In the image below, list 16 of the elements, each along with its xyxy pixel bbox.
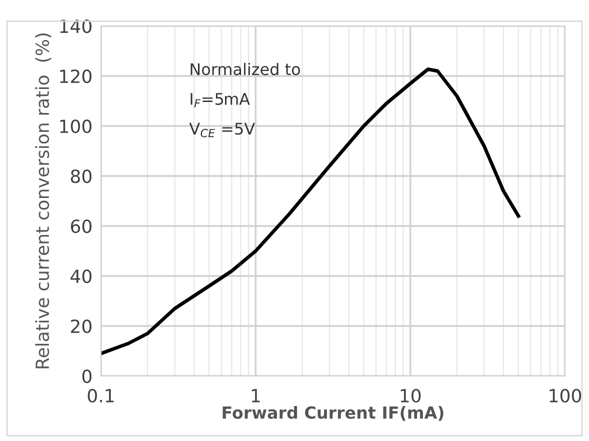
y-tick-label: 20 <box>71 319 92 334</box>
annotation: Normalized to <box>190 62 300 76</box>
y-tick-label: 120 <box>60 69 92 84</box>
y-tick-label: 80 <box>70 169 92 184</box>
annotation: I$_{F}$=5mA <box>190 93 250 108</box>
y-axis-title: Relative current conversion ratio (%) <box>35 34 52 368</box>
x-tick-label: 100 <box>550 388 582 402</box>
y-tick-label: 60 <box>70 219 92 234</box>
y-tick-label: 100 <box>60 119 92 134</box>
y-tick-label: 0 <box>82 369 92 384</box>
x-axis-title: Forward Current IF(mA) <box>222 406 444 421</box>
x-tick-label: 0.1 <box>88 388 114 402</box>
annotation: V$_{CE}$ =5V <box>189 122 255 138</box>
x-tick-label: 1 <box>252 389 260 402</box>
x-tick-label: 10 <box>400 388 421 402</box>
y-tick-label: 40 <box>70 269 92 284</box>
